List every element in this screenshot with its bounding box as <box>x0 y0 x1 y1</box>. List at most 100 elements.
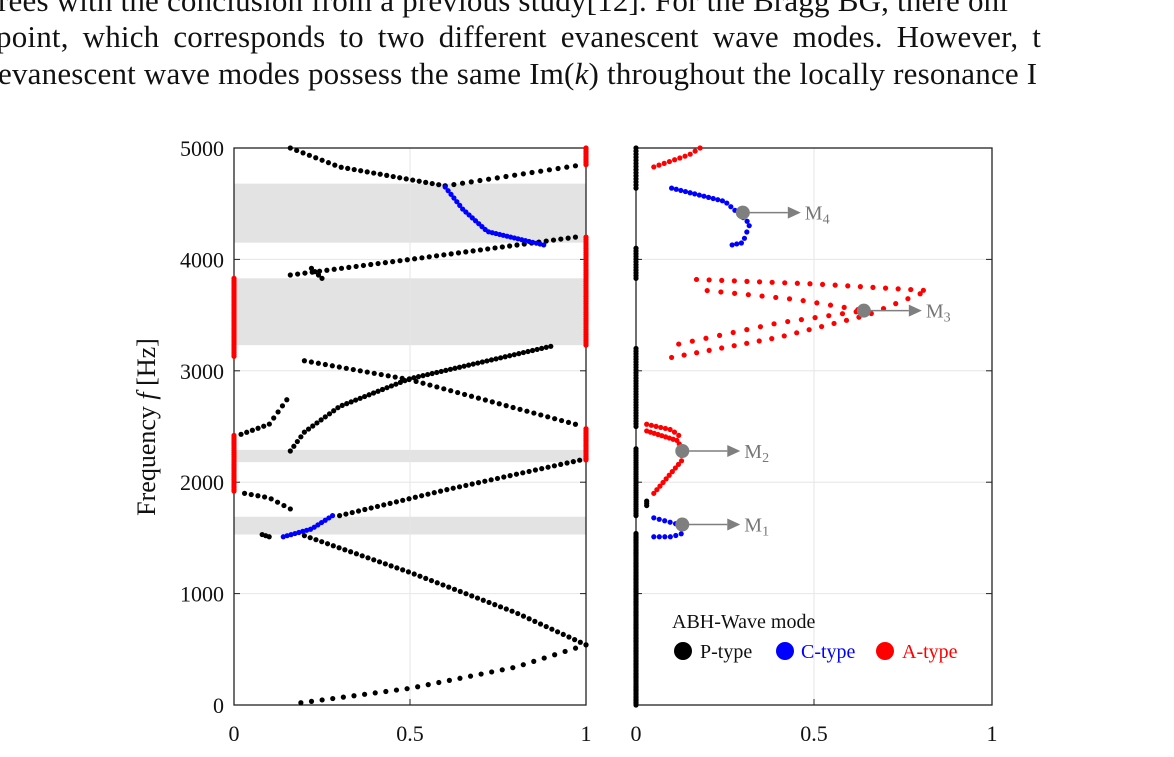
data-point-p-type <box>384 172 390 178</box>
data-point-a-type <box>651 164 657 170</box>
data-point-p-type <box>399 375 405 381</box>
data-point-p-type <box>524 408 530 414</box>
y-axis-label: Frequency f [Hz] <box>132 338 161 516</box>
marker-arrow-head <box>908 304 922 317</box>
data-point-p-type <box>417 573 423 579</box>
data-point-p-type <box>338 164 344 170</box>
data-point-a-type <box>677 155 683 161</box>
data-point-p-type <box>308 698 315 704</box>
data-point-p-type <box>503 403 509 409</box>
data-point-p-type <box>497 604 504 610</box>
data-point-p-type <box>526 468 532 475</box>
data-point-p-type <box>307 535 313 541</box>
data-point-p-type <box>385 373 391 379</box>
data-point-a-type <box>672 157 678 163</box>
data-point-c-type <box>687 190 693 196</box>
data-point-p-type <box>400 497 406 503</box>
data-point-p-type <box>382 260 388 266</box>
data-point-p-type <box>549 626 555 632</box>
data-point-p-type <box>515 610 521 617</box>
data-point-p-type <box>410 177 416 183</box>
data-point-p-type <box>520 171 526 177</box>
x-tick-label: 0 <box>229 721 240 746</box>
data-point-p-type <box>434 369 440 376</box>
data-point-a-type <box>675 461 682 468</box>
data-point-p-type <box>249 427 255 433</box>
data-point-a-type <box>756 338 762 344</box>
data-point-p-type <box>463 591 469 597</box>
data-point-p-type <box>412 256 418 262</box>
data-point-p-type <box>488 357 495 363</box>
data-point-p-type <box>326 411 333 417</box>
data-point-p-type <box>314 420 320 426</box>
data-point-p-type <box>425 682 431 688</box>
y-tick-label: 4000 <box>180 247 224 272</box>
legend-title: ABH-Wave mode <box>672 611 815 633</box>
data-point-p-type <box>558 417 565 424</box>
data-point-p-type <box>308 359 314 365</box>
data-point-p-type <box>451 586 458 592</box>
data-point-p-type <box>477 247 484 253</box>
data-point-c-type <box>445 188 451 194</box>
data-point-p-type <box>562 648 568 655</box>
data-point-p-type <box>565 235 571 241</box>
data-point-p-type <box>294 147 300 154</box>
data-point-a-type <box>920 287 926 293</box>
data-point-a-type <box>893 301 899 307</box>
data-point-p-type <box>351 166 357 173</box>
data-point-c-type <box>741 235 748 241</box>
y-tick-label: 0 <box>213 693 224 718</box>
data-point-p-type <box>484 358 490 364</box>
data-point-a-type <box>661 160 667 166</box>
data-point-p-type <box>499 667 505 673</box>
data-point-a-type <box>658 424 664 431</box>
data-point-p-type <box>359 553 365 559</box>
x-tick-label: 0.5 <box>800 721 828 746</box>
data-point-p-type <box>319 275 325 281</box>
data-point-p-type <box>512 172 518 178</box>
data-point-p-type <box>325 160 332 166</box>
data-point-p-type <box>564 164 570 170</box>
data-point-p-type <box>543 238 549 244</box>
data-point-c-type <box>719 198 726 204</box>
data-point-p-type <box>502 354 508 360</box>
data-point-a-type <box>786 296 793 302</box>
mode-label: M1 <box>744 515 769 540</box>
data-point-p-type <box>448 251 454 257</box>
data-point-p-type <box>538 168 544 174</box>
data-point-c-type <box>451 195 457 201</box>
data-point-p-type <box>525 348 531 355</box>
data-point-a-type <box>676 432 682 439</box>
data-point-p-type <box>486 599 492 606</box>
data-point-p-type <box>499 244 505 250</box>
data-point-p-type <box>400 567 406 573</box>
data-point-p-type <box>244 429 250 435</box>
data-point-p-type <box>529 347 536 354</box>
data-point-p-type <box>376 559 383 565</box>
data-point-a-type <box>583 234 589 240</box>
data-point-a-type <box>653 423 659 429</box>
data-point-p-type <box>545 464 551 470</box>
data-point-p-type <box>372 690 378 696</box>
data-point-p-type <box>433 253 440 259</box>
data-point-a-type <box>704 287 710 294</box>
data-point-a-type <box>231 275 237 281</box>
data-point-p-type <box>371 370 377 376</box>
data-point-a-type <box>651 490 657 496</box>
data-point-p-type <box>238 431 244 437</box>
data-point-p-type <box>564 460 570 466</box>
data-point-p-type <box>353 263 359 270</box>
data-point-p-type <box>551 463 557 469</box>
data-point-p-type <box>393 381 399 387</box>
data-point-p-type <box>480 597 486 603</box>
mode-label-letter: M <box>744 441 762 463</box>
data-point-c-type <box>692 191 698 197</box>
data-point-p-type <box>532 467 539 473</box>
data-point-a-type <box>731 278 737 284</box>
data-point-p-type <box>537 621 544 627</box>
data-point-p-type <box>494 175 500 181</box>
data-point-a-type <box>757 324 764 330</box>
data-point-p-type <box>558 461 564 468</box>
data-point-p-type <box>572 234 579 240</box>
data-point-p-type <box>543 623 549 630</box>
